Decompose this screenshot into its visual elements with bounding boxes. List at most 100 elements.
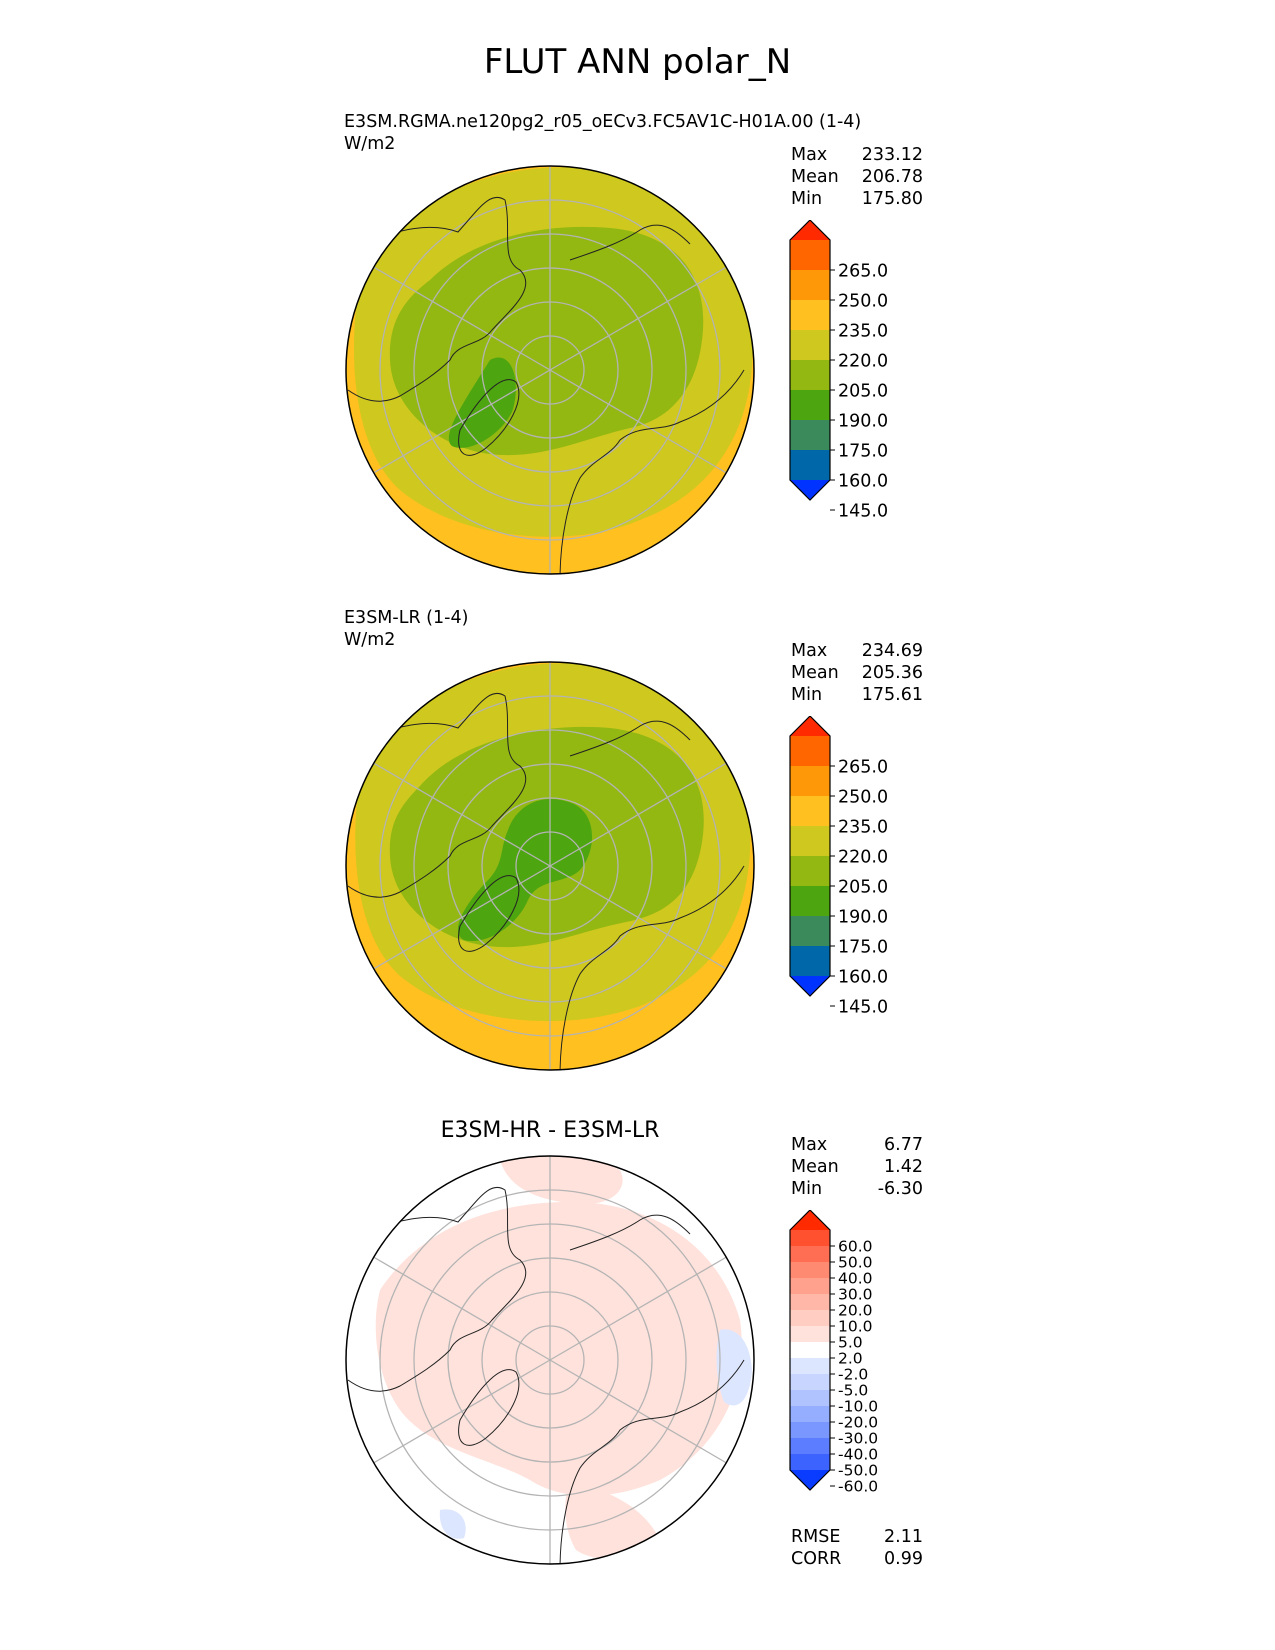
- panel-3-stats: Max 6.77 Mean 1.42 Min -6.30: [791, 1134, 923, 1200]
- colorbar-tick-label: 160.0: [838, 471, 888, 491]
- colorbar-tick-label: 190.0: [838, 907, 888, 927]
- stat-value: 233.12: [861, 145, 923, 165]
- colorbar-tick-label: 220.0: [838, 351, 888, 371]
- colorbar-segment: [790, 1246, 830, 1263]
- colorbar-tick-label: 235.0: [838, 817, 888, 837]
- colorbar-segment: [790, 886, 830, 917]
- panel-2-map: [345, 661, 755, 1071]
- colorbar-segment: [790, 946, 830, 977]
- colorbar-segment: [790, 1390, 830, 1407]
- stat-value: 1.42: [884, 1157, 923, 1177]
- field-band-175-190: [448, 357, 516, 448]
- colorbar-tick-label: -10.0: [838, 1398, 878, 1416]
- colorbar-tick-label: -30.0: [838, 1430, 878, 1448]
- panel-1-gridlines: [369, 166, 731, 574]
- field-band-2-5-south: [565, 1480, 660, 1560]
- field-band-minus2-minus5-nw: [370, 1195, 405, 1222]
- colorbar-segment: [790, 1230, 830, 1247]
- colorbar-tick-label: 205.0: [838, 381, 888, 401]
- field-band-175-190: [457, 799, 593, 941]
- colorbar-tick-label: 145.0: [838, 997, 888, 1016]
- field-band-minus2-minus5-sw: [439, 1509, 466, 1539]
- panel-1-border: [345, 165, 755, 575]
- panel-3-metrics: RMSE 2.11 CORR 0.99: [791, 1526, 923, 1570]
- colorbar-segment: [790, 1342, 830, 1359]
- panel-3-map: [345, 1155, 755, 1565]
- stat-row: Mean 205.36: [791, 662, 923, 684]
- colorbar-segment: [790, 1310, 830, 1327]
- colorbar-tick-label: 10.0: [838, 1318, 873, 1336]
- metric-value: 0.99: [884, 1549, 923, 1569]
- colorbar-extend-min: [790, 480, 830, 500]
- colorbar-segment: [790, 390, 830, 421]
- colorbar-segment: [790, 736, 830, 767]
- metric-label: RMSE: [791, 1527, 841, 1547]
- colorbar-tick-label: -60.0: [838, 1478, 878, 1496]
- panel-2-border: [345, 661, 755, 1071]
- colorbar-tick-label: 175.0: [838, 441, 888, 461]
- stat-value: 206.78: [861, 167, 923, 187]
- panel-2-title: E3SM-LR (1-4) W/m2: [344, 607, 468, 651]
- colorbar-extend-max: [790, 220, 830, 240]
- colorbar-tick-label: -2.0: [838, 1366, 868, 1384]
- stat-value: 175.80: [861, 189, 923, 209]
- panel-3-coastlines: [347, 1186, 745, 1564]
- panel-3-border: [345, 1155, 755, 1565]
- panel-2-units: W/m2: [344, 630, 396, 650]
- colorbar-segment: [790, 1294, 830, 1311]
- colorbar-tick-label: 30.0: [838, 1286, 873, 1304]
- stat-label: Min: [791, 685, 823, 705]
- metric-value: 2.11: [884, 1527, 923, 1547]
- panel-1-coastlines: [347, 196, 745, 574]
- colorbar-segment: [790, 450, 830, 481]
- stat-row: Max 234.69: [791, 640, 923, 662]
- panel-1-stats: Max 233.12 Mean 206.78 Min 175.80: [791, 144, 923, 210]
- colorbar-tick-label: 40.0: [838, 1270, 873, 1288]
- panel-2-title-line1: E3SM-LR (1-4): [344, 608, 469, 628]
- colorbar-tick-label: 250.0: [838, 291, 888, 311]
- colorbar-segment: [790, 1422, 830, 1439]
- colorbar-tick-label: -20.0: [838, 1414, 878, 1432]
- colorbar-segment: [790, 420, 830, 451]
- stat-row: Min 175.80: [791, 188, 923, 210]
- stat-row: Mean 1.42: [791, 1156, 923, 1178]
- colorbar-extend-min: [790, 976, 830, 996]
- panel-1-title-line1: E3SM.RGMA.ne120pg2_r05_oECv3.FC5AV1C-H01…: [344, 112, 862, 132]
- colorbar-tick-label: 235.0: [838, 321, 888, 341]
- colorbar-tick-label: 265.0: [838, 757, 888, 777]
- colorbar-tick-label: 220.0: [838, 847, 888, 867]
- colorbar-segment: [790, 1454, 830, 1471]
- panel-2-gridlines: [369, 662, 731, 1070]
- colorbar-segment: [790, 796, 830, 827]
- colorbar-tick-label: 20.0: [838, 1302, 873, 1320]
- panel-2-stats: Max 234.69 Mean 205.36 Min 175.61: [791, 640, 923, 706]
- stat-value: 205.36: [861, 663, 923, 683]
- panel-3-gridlines: [369, 1156, 731, 1564]
- colorbar-segment: [790, 1374, 830, 1391]
- colorbar-segment: [790, 1358, 830, 1375]
- stat-row: Max 6.77: [791, 1134, 923, 1156]
- colorbar-segment: [790, 766, 830, 797]
- stat-row: Min 175.61: [791, 684, 923, 706]
- colorbar-segment: [790, 856, 830, 887]
- panel-1-map: [345, 165, 755, 575]
- panel-1-units: W/m2: [344, 134, 396, 154]
- colorbar-tick-label: -50.0: [838, 1462, 878, 1480]
- panel-3-colorbar: 60.050.040.030.020.010.05.02.0-2.0-5.0-1…: [789, 1210, 878, 1496]
- stat-label: Mean: [791, 167, 839, 187]
- colorbar-segment: [790, 1278, 830, 1295]
- stat-label: Mean: [791, 1157, 839, 1177]
- stat-value: -6.30: [877, 1179, 923, 1199]
- colorbar-tick-label: 175.0: [838, 937, 888, 957]
- colorbar-tick-label: -40.0: [838, 1446, 878, 1464]
- metric-row: CORR 0.99: [791, 1548, 923, 1570]
- colorbar-tick-label: 50.0: [838, 1254, 873, 1272]
- field-band-minus2-minus5: [716, 1329, 752, 1406]
- colorbar-tick-label: 160.0: [838, 967, 888, 987]
- colorbar-tick-label: 2.0: [838, 1350, 863, 1368]
- colorbar-segment: [790, 916, 830, 947]
- metric-row: RMSE 2.11: [791, 1526, 923, 1548]
- main-title: FLUT ANN polar_N: [483, 42, 792, 82]
- colorbar-segment: [790, 270, 830, 301]
- stat-value: 6.77: [884, 1135, 923, 1155]
